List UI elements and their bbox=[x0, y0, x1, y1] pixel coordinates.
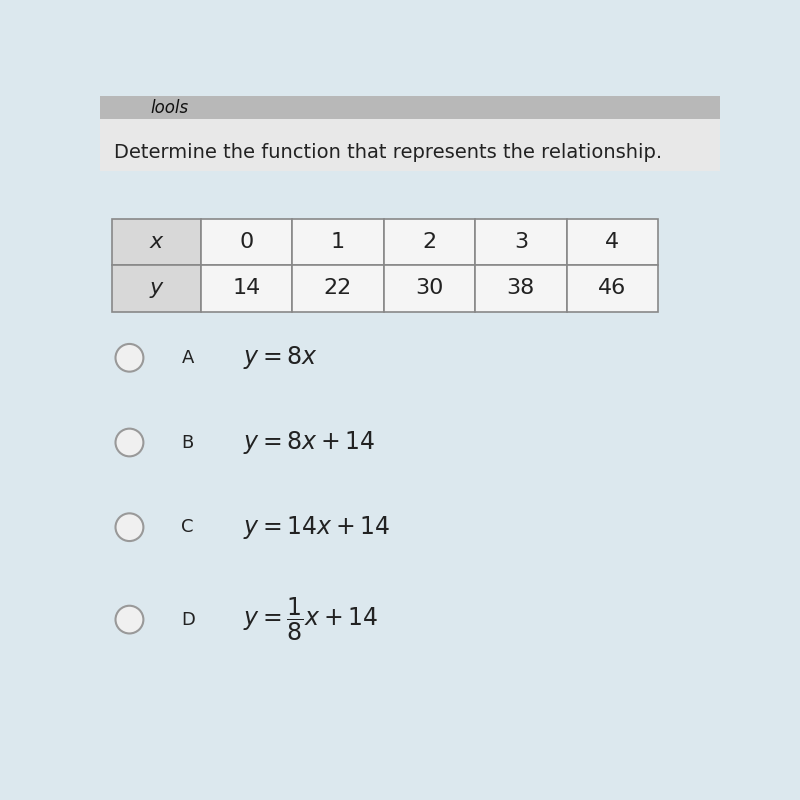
Text: 2: 2 bbox=[422, 232, 437, 252]
Circle shape bbox=[115, 429, 143, 456]
Text: 4: 4 bbox=[606, 232, 619, 252]
FancyBboxPatch shape bbox=[292, 219, 384, 266]
Text: 46: 46 bbox=[598, 278, 626, 298]
Text: 22: 22 bbox=[324, 278, 352, 298]
FancyBboxPatch shape bbox=[475, 219, 566, 266]
Text: 38: 38 bbox=[506, 278, 535, 298]
Circle shape bbox=[115, 514, 143, 541]
Text: $y = \dfrac{1}{8}x + 14$: $y = \dfrac{1}{8}x + 14$ bbox=[243, 596, 378, 643]
FancyBboxPatch shape bbox=[566, 266, 658, 311]
Circle shape bbox=[115, 344, 143, 372]
Text: 1: 1 bbox=[331, 232, 345, 252]
Text: A: A bbox=[182, 349, 194, 366]
Text: B: B bbox=[182, 434, 194, 451]
Text: $y = 8x + 14$: $y = 8x + 14$ bbox=[243, 429, 376, 456]
FancyBboxPatch shape bbox=[100, 133, 720, 171]
FancyBboxPatch shape bbox=[475, 266, 566, 311]
FancyBboxPatch shape bbox=[100, 96, 720, 119]
FancyBboxPatch shape bbox=[566, 219, 658, 266]
Text: 0: 0 bbox=[239, 232, 254, 252]
Text: Determine the function that represents the relationship.: Determine the function that represents t… bbox=[114, 142, 662, 162]
FancyBboxPatch shape bbox=[100, 119, 720, 133]
Text: 3: 3 bbox=[514, 232, 528, 252]
FancyBboxPatch shape bbox=[292, 266, 384, 311]
Circle shape bbox=[115, 606, 143, 634]
FancyBboxPatch shape bbox=[384, 219, 475, 266]
FancyBboxPatch shape bbox=[112, 266, 201, 311]
Text: C: C bbox=[182, 518, 194, 536]
Text: $y = 14x + 14$: $y = 14x + 14$ bbox=[243, 514, 390, 541]
FancyBboxPatch shape bbox=[112, 219, 201, 266]
Text: D: D bbox=[182, 610, 195, 629]
FancyBboxPatch shape bbox=[201, 219, 292, 266]
Text: y: y bbox=[150, 278, 162, 298]
FancyBboxPatch shape bbox=[384, 266, 475, 311]
Text: x: x bbox=[150, 232, 162, 252]
Text: 30: 30 bbox=[415, 278, 443, 298]
FancyBboxPatch shape bbox=[201, 266, 292, 311]
Text: lools: lools bbox=[150, 98, 189, 117]
Text: $y = 8x$: $y = 8x$ bbox=[243, 344, 318, 371]
Text: 14: 14 bbox=[232, 278, 261, 298]
